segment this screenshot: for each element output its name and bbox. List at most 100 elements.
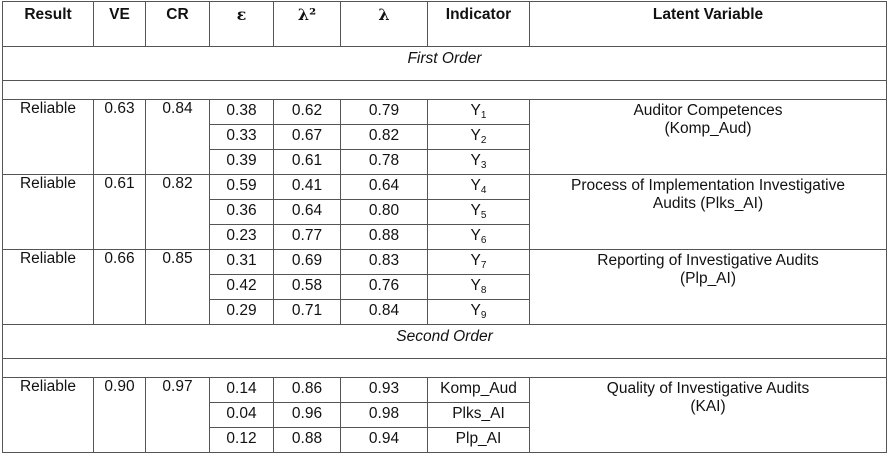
indicator-cell: Y9 — [427, 299, 530, 325]
spacer-row — [2, 80, 887, 100]
epsilon-cell: 0.04 — [209, 402, 274, 428]
lambda-squared-cell: 0.88 — [273, 427, 341, 453]
indicator-cell: Y8 — [427, 274, 530, 300]
header-row: Result VE CR ε λ² λ Indicator Latent Var… — [2, 1, 887, 47]
epsilon-cell: 0.23 — [209, 224, 274, 250]
lambda-cell: 0.78 — [340, 149, 428, 175]
indicator-subscript: 6 — [480, 235, 487, 246]
indicator-subscript: 3 — [480, 160, 487, 171]
indicator-subscript: 4 — [480, 185, 487, 196]
latent-variable-cell: Auditor Competences (Komp_Aud) — [529, 99, 887, 175]
latent-variable-name: Process of Implementation Investigative — [571, 177, 845, 194]
table-row: 0.23 0.77 0.88 Y6 — [3, 224, 887, 250]
section-label: First Order — [2, 46, 887, 81]
indicator-name: Y — [470, 302, 481, 319]
section-row: Second Order — [2, 324, 887, 359]
lambda-cell: 0.98 — [340, 402, 428, 428]
result-cell: Reliable — [2, 99, 94, 175]
spacer-cell — [2, 358, 887, 378]
indicator-cell: Plp_AI — [427, 427, 530, 453]
table-row: Reliable 0.63 0.84 0.38 0.62 0.79 Y1 Auditor Co… — [2, 99, 887, 175]
header-indicator: Indicator — [427, 1, 530, 47]
spacer-row — [2, 358, 887, 378]
table-row: 0.42 0.58 0.76 Y8 — [3, 274, 887, 300]
latent-variable-name: Reporting of Investigative Audits — [597, 252, 819, 269]
latent-variable-name: Quality of Investigative Audits — [606, 380, 810, 397]
epsilon-cell: 0.42 — [209, 274, 274, 300]
indicator-cell: Komp_Aud — [427, 377, 530, 403]
lambda-squared-cell: 0.86 — [273, 377, 341, 403]
indicator-name: Y — [470, 277, 481, 294]
indicator-cell: Y7 — [427, 249, 530, 275]
indicator-name: Y — [470, 102, 481, 119]
spacer-cell — [2, 80, 887, 100]
table-row: 0.29 0.71 0.84 Y9 — [3, 299, 887, 325]
ve-cell: 0.63 — [93, 99, 146, 175]
epsilon-cell: 0.14 — [209, 377, 274, 403]
indicator-name: Plp_AI — [455, 430, 502, 447]
result-cell: Reliable — [2, 377, 94, 453]
epsilon-cell: 0.12 — [209, 427, 274, 453]
indicator-cell: Y2 — [427, 124, 530, 150]
indicator-name: Y — [470, 252, 481, 269]
lambda-squared-cell: 0.71 — [273, 299, 341, 325]
indicator-subscript: 7 — [480, 260, 487, 271]
ve-cell: 0.90 — [93, 377, 146, 453]
indicator-subscript: 8 — [480, 285, 487, 296]
epsilon-cell: 0.59 — [209, 174, 274, 200]
indicator-name: Y — [470, 152, 481, 169]
indicator-name: Y — [470, 227, 481, 244]
latent-variable-cell: Quality of Investigative Audits (KAI) — [529, 377, 887, 453]
latent-variable-cell: Process of Implementation Investigative A… — [529, 174, 887, 250]
indicator-cell: Plks_AI — [427, 402, 530, 428]
indicator-subscript: 1 — [480, 110, 487, 121]
epsilon-cell: 0.38 — [209, 99, 274, 125]
lambda-cell: 0.88 — [340, 224, 428, 250]
lambda-squared-cell: 0.96 — [273, 402, 341, 428]
lambda-squared-cell: 0.64 — [273, 199, 341, 225]
table-row: 0.33 0.67 0.82 Y2 — [3, 124, 887, 150]
indicator-cell: Y5 — [427, 199, 530, 225]
header-result: Result — [2, 1, 94, 47]
lambda-cell: 0.84 — [340, 299, 428, 325]
epsilon-cell: 0.29 — [209, 299, 274, 325]
indicator-cell: Y1 — [427, 99, 530, 125]
indicator-subscript: 5 — [480, 210, 487, 221]
indicator-name: Y — [470, 177, 481, 194]
lambda-squared-cell: 0.61 — [273, 149, 341, 175]
lambda-squared-cell: 0.41 — [273, 174, 341, 200]
lambda-cell: 0.93 — [340, 377, 428, 403]
indicator-name: Plks_AI — [452, 405, 505, 422]
indicator-cell: Y6 — [427, 224, 530, 250]
table-row: Reliable 0.90 0.97 0.14 0.86 0.93 Komp_Aud Qual… — [2, 377, 887, 453]
indicator-name: Y — [470, 127, 481, 144]
indicator-name: Y — [470, 202, 481, 219]
lambda-cell: 0.82 — [340, 124, 428, 150]
latent-variable-code: (Plp_AI) — [680, 270, 736, 287]
indicator-subscript: 9 — [480, 310, 487, 321]
section-row: First Order — [2, 46, 887, 81]
header-lambda: λ — [340, 1, 428, 47]
lambda-cell: 0.80 — [340, 199, 428, 225]
lambda-cell: 0.76 — [340, 274, 428, 300]
cr-cell: 0.97 — [145, 377, 210, 453]
header-latent-variable: Latent Variable — [529, 1, 887, 47]
lambda-squared-cell: 0.67 — [273, 124, 341, 150]
indicator-subscript: 2 — [480, 135, 487, 146]
cr-cell: 0.82 — [145, 174, 210, 250]
section-label: Second Order — [2, 324, 887, 359]
latent-variable-cell: Reporting of Investigative Audits (Plp_AI… — [529, 249, 887, 325]
lambda-cell: 0.79 — [340, 99, 428, 125]
ve-cell: 0.61 — [93, 174, 146, 250]
epsilon-cell: 0.39 — [209, 149, 274, 175]
latent-variable-code: (Komp_Aud) — [664, 120, 752, 137]
header-epsilon: ε — [209, 1, 274, 47]
indicator-cell: Y3 — [427, 149, 530, 175]
lambda-squared-cell: 0.58 — [273, 274, 341, 300]
latent-variable-name: Auditor Competences — [633, 102, 783, 119]
table-row: 0.04 0.96 0.98 Plks_AI — [3, 402, 887, 428]
lambda-squared-cell: 0.69 — [273, 249, 341, 275]
result-cell: Reliable — [2, 249, 94, 325]
indicator-cell: Y4 — [427, 174, 530, 200]
